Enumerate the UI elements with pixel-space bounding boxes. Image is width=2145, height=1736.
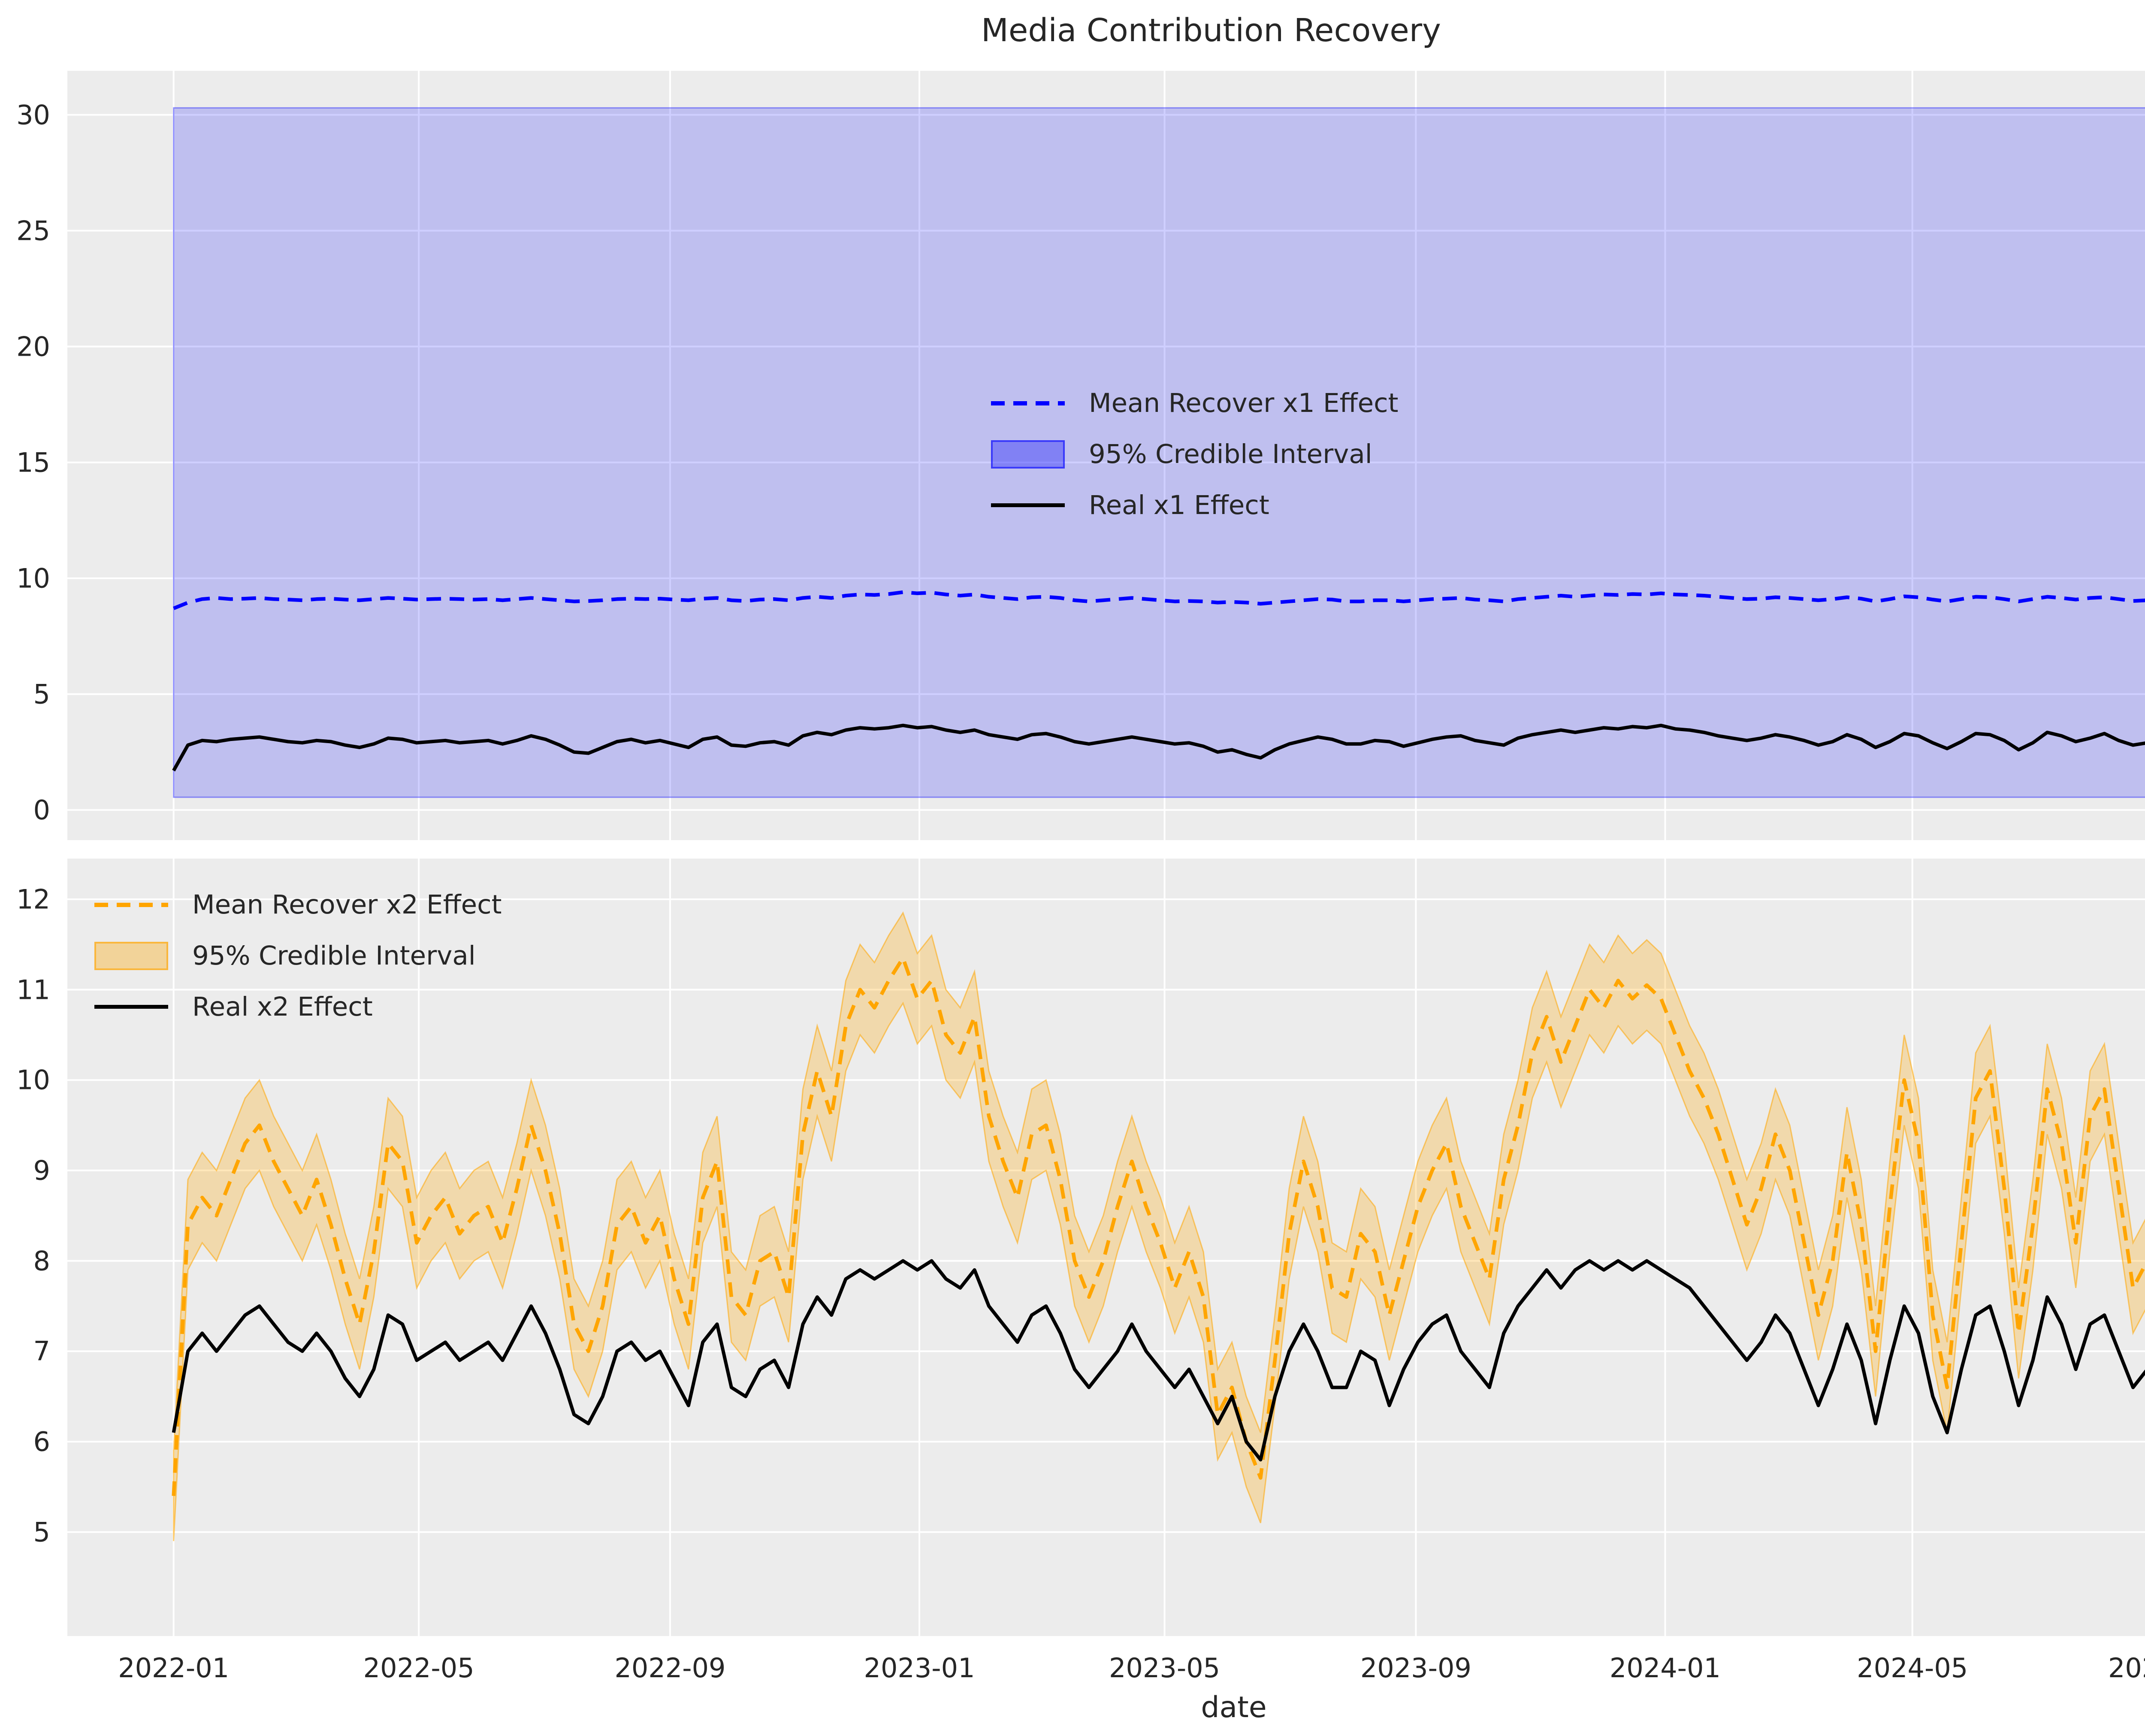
- legend-item-ci-x2: 95% Credible Interval: [94, 930, 502, 981]
- black-line-sample-icon: [94, 1005, 168, 1009]
- x2-credible-interval-band: [173, 911, 2145, 1541]
- legend-label: Real x2 Effect: [192, 992, 373, 1022]
- legend-item-mean-x1: Mean Recover x1 Effect: [991, 378, 1399, 429]
- y-tick-label: 0: [33, 794, 50, 826]
- x-tick-label: 2023-05: [1109, 1652, 1221, 1684]
- x-axis-label: date: [1201, 1691, 1267, 1724]
- legend-label: 95% Credible Interval: [1089, 439, 1372, 469]
- chart-title: Media Contribution Recovery: [981, 12, 1441, 49]
- x1-credible-interval-band: [173, 107, 2145, 798]
- x-tick-label: 2023-09: [1360, 1652, 1471, 1684]
- orange-dashed-line-sample-icon: [94, 902, 168, 907]
- x-tick-label: 2022-05: [363, 1652, 474, 1684]
- y-tick-label: 15: [16, 447, 50, 478]
- x1-effect-panel: [67, 71, 2145, 840]
- x1-legend: Mean Recover x1 Effect 95% Credible Inte…: [991, 378, 1399, 531]
- blue-interval-patch-sample-icon: [991, 440, 1065, 469]
- y-tick-label: 8: [33, 1245, 50, 1277]
- x2-effect-panel: [67, 859, 2145, 1636]
- x1-real-effect-line: [172, 723, 2145, 771]
- x-tick-label: 2024-05: [1857, 1652, 1968, 1684]
- y-tick-label: 30: [16, 99, 50, 131]
- x-tick-label: 2024-09: [2108, 1652, 2145, 1684]
- y-tick-label: 5: [33, 678, 50, 710]
- x1-plot-svg: [67, 71, 2145, 840]
- x1-mean-recover-line: [173, 590, 2145, 610]
- x-tick-label: 2022-09: [614, 1652, 726, 1684]
- legend-item-real-x1: Real x1 Effect: [991, 480, 1399, 531]
- y-tick-label: 7: [33, 1335, 50, 1367]
- y-tick-label: 6: [33, 1426, 50, 1458]
- y-tick-label: 20: [16, 331, 50, 363]
- y-tick-label: 12: [16, 883, 50, 915]
- legend-item-real-x2: Real x2 Effect: [94, 981, 502, 1032]
- orange-interval-patch-sample-icon: [94, 941, 168, 970]
- x2-real-effect-line: [172, 1259, 2145, 1462]
- y-tick-label: 10: [16, 563, 50, 594]
- x-tick-label: 2024-01: [1609, 1652, 1721, 1684]
- black-line-sample-icon: [991, 503, 1065, 507]
- legend-item-ci-x1: 95% Credible Interval: [991, 429, 1399, 480]
- x-tick-label: 2022-01: [118, 1652, 230, 1684]
- legend-item-mean-x2: Mean Recover x2 Effect: [94, 879, 502, 930]
- legend-label: Mean Recover x1 Effect: [1089, 388, 1399, 418]
- legend-label: Mean Recover x2 Effect: [192, 889, 502, 920]
- x2-legend: Mean Recover x2 Effect 95% Credible Inte…: [94, 879, 502, 1032]
- y-tick-label: 9: [33, 1155, 50, 1186]
- legend-label: 95% Credible Interval: [192, 941, 476, 971]
- x-tick-label: 2023-01: [864, 1652, 975, 1684]
- blue-dashed-line-sample-icon: [991, 401, 1065, 405]
- y-tick-label: 10: [16, 1064, 50, 1096]
- y-tick-label: 25: [16, 215, 50, 247]
- y-tick-label: 5: [33, 1516, 50, 1548]
- y-tick-label: 11: [16, 974, 50, 1005]
- x2-plot-svg: [67, 859, 2145, 1636]
- legend-label: Real x1 Effect: [1089, 490, 1269, 520]
